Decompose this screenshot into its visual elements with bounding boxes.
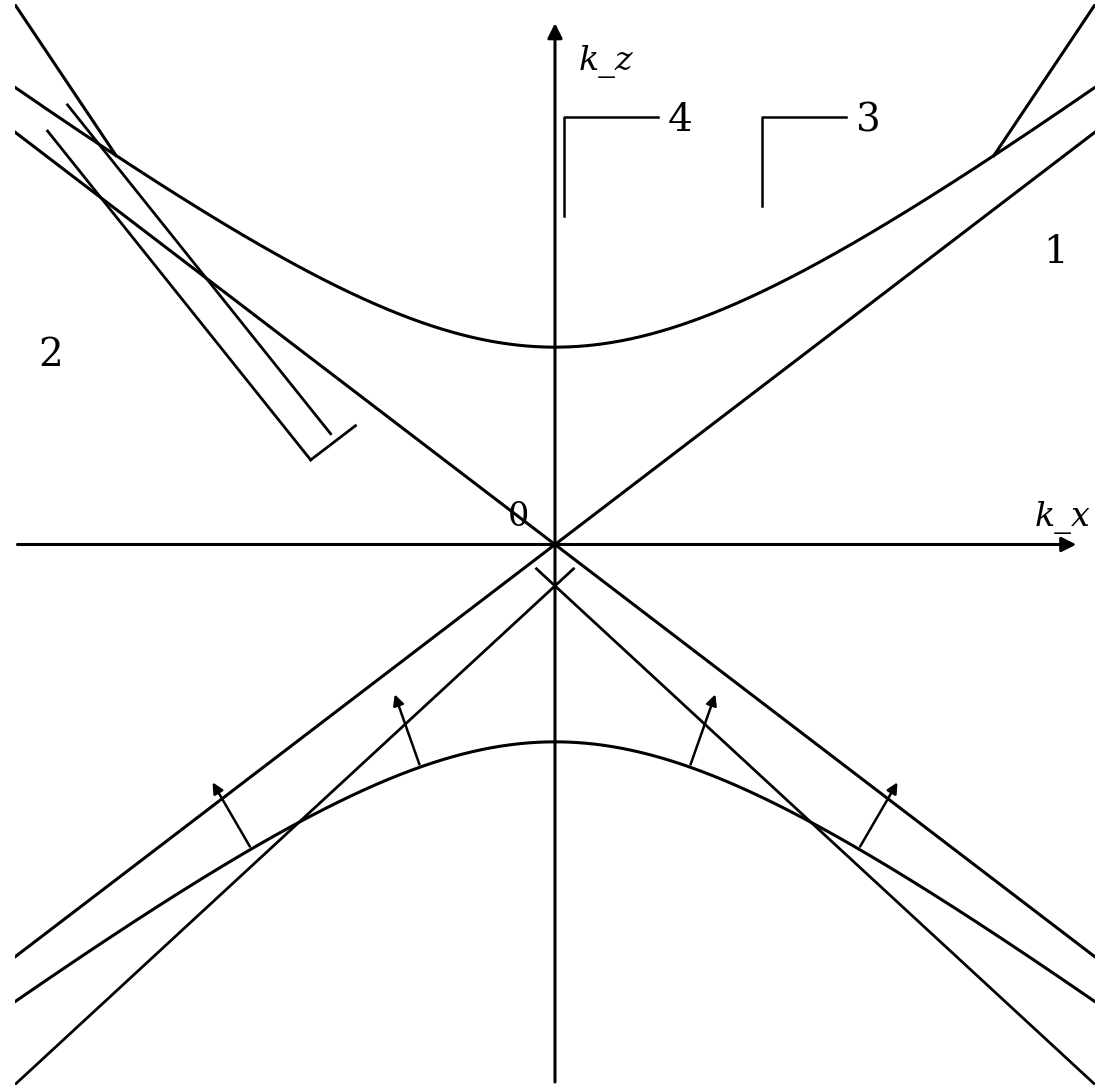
Text: k_x: k_x — [1035, 501, 1090, 534]
Text: 2: 2 — [38, 337, 63, 374]
Text: 3: 3 — [856, 102, 880, 139]
Text: 0: 0 — [508, 501, 529, 533]
Text: 4: 4 — [668, 102, 693, 139]
Text: k_z: k_z — [578, 45, 633, 78]
Text: 1: 1 — [1043, 233, 1068, 270]
